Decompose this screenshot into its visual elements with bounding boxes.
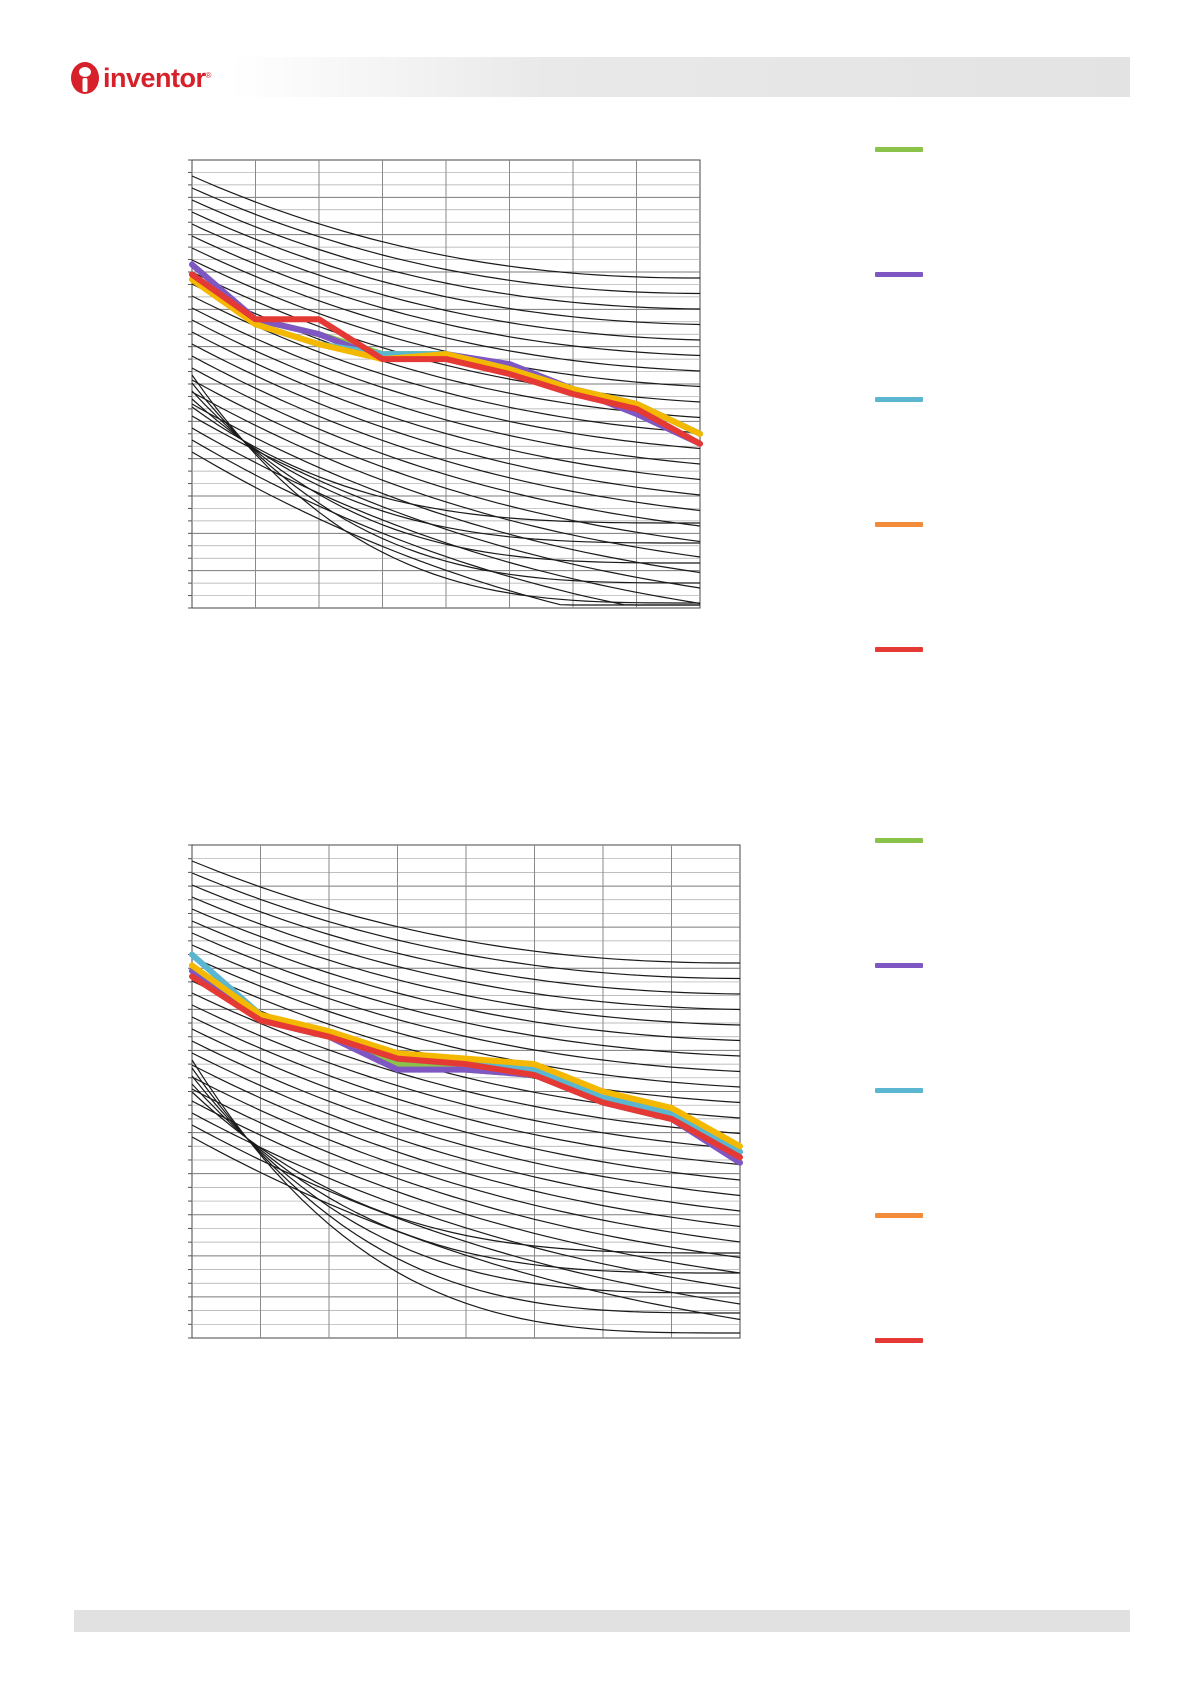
reference-curve <box>191 295 701 434</box>
reference-curve <box>191 884 741 995</box>
reference-curve <box>191 1040 741 1197</box>
reference-curve <box>191 427 701 605</box>
reference-curve <box>191 403 701 574</box>
reference-curve <box>191 908 741 1026</box>
reference-curve <box>191 247 701 372</box>
reference-curve <box>191 1083 740 1274</box>
reference-curve <box>191 271 701 403</box>
reference-curve <box>191 319 701 465</box>
reference-curve <box>191 1064 741 1228</box>
legend-swatch-5 <box>875 1338 923 1343</box>
reference-curve <box>191 1076 741 1243</box>
legend-swatch-4 <box>875 1213 923 1218</box>
legend-swatch-2 <box>875 272 923 277</box>
reference-curve <box>191 872 741 980</box>
legend-swatch-5 <box>875 647 923 652</box>
reference-curve <box>191 992 741 1135</box>
chart-top <box>188 159 703 609</box>
reference-curve <box>191 382 700 584</box>
reference-curve <box>191 1004 741 1150</box>
reference-curve <box>191 199 701 310</box>
reference-curve <box>191 355 701 512</box>
legend-swatch-3 <box>875 397 923 402</box>
legend-swatch-3 <box>875 1088 923 1093</box>
reference-curve <box>191 451 700 606</box>
reference-curve <box>191 415 701 589</box>
reference-curve <box>191 860 740 964</box>
reference-curve <box>191 932 741 1057</box>
reference-curve <box>191 1075 740 1294</box>
reference-curve <box>191 187 701 295</box>
reference-curve <box>191 1124 741 1305</box>
reference-curve <box>191 1016 741 1166</box>
reference-curve <box>191 406 700 524</box>
reference-curve <box>191 331 701 481</box>
reference-curve <box>191 374 700 604</box>
footer-bar <box>74 1610 1130 1632</box>
reference-curve <box>191 379 701 543</box>
reference-curve <box>191 1112 741 1290</box>
reference-curve <box>191 956 741 1088</box>
reference-curve <box>191 223 701 341</box>
reference-curve <box>191 367 701 527</box>
reference-curve <box>191 307 701 450</box>
reference-curve <box>191 1028 741 1181</box>
legend-swatch-1 <box>875 838 923 843</box>
reference-curve <box>191 391 701 558</box>
legend-swatch-1 <box>875 147 923 152</box>
reference-curve <box>191 211 701 326</box>
brand-trademark: ® <box>205 71 212 80</box>
chart-bottom <box>188 844 743 1339</box>
reference-curve <box>191 343 701 496</box>
reference-curve <box>191 896 741 1011</box>
reference-curve <box>191 439 700 606</box>
reference-curve <box>191 944 741 1073</box>
reference-curve <box>191 175 700 279</box>
brand-logo: inventor ® <box>70 60 211 96</box>
inventor-logo-icon <box>71 62 99 94</box>
reference-curve <box>191 1100 741 1274</box>
reference-curve <box>191 398 700 544</box>
reference-curve <box>191 1059 740 1334</box>
reference-curve <box>191 390 700 564</box>
legend-swatch-2 <box>875 963 923 968</box>
header-bar <box>230 57 1130 97</box>
reference-curve <box>191 1091 740 1254</box>
reference-curve <box>191 1067 740 1314</box>
reference-curve <box>191 920 741 1042</box>
brand-name: inventor <box>103 63 206 93</box>
reference-curve <box>191 1088 741 1259</box>
legend-swatch-4 <box>875 522 923 527</box>
reference-curve <box>191 1052 741 1212</box>
reference-curve <box>191 235 701 357</box>
reference-curve <box>191 1136 741 1321</box>
